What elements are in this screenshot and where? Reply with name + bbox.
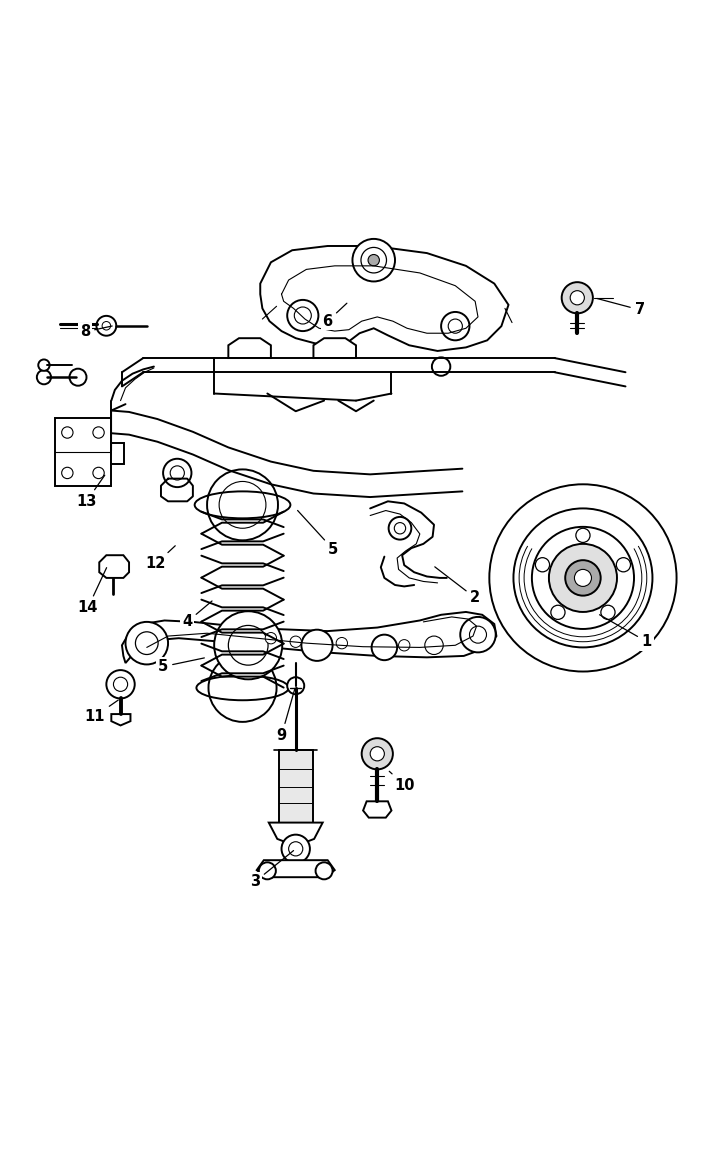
Text: 3: 3: [250, 851, 293, 889]
Text: 5: 5: [298, 510, 338, 557]
Circle shape: [535, 558, 550, 572]
Circle shape: [214, 611, 282, 680]
Text: 1: 1: [600, 614, 652, 649]
Circle shape: [93, 427, 104, 439]
Circle shape: [352, 239, 395, 282]
Circle shape: [370, 746, 384, 760]
Circle shape: [93, 467, 104, 479]
Text: 5: 5: [158, 658, 204, 674]
Polygon shape: [363, 801, 392, 818]
Polygon shape: [111, 443, 124, 464]
Text: 10: 10: [389, 771, 414, 792]
Circle shape: [576, 529, 590, 543]
Polygon shape: [257, 860, 335, 878]
Circle shape: [368, 255, 379, 266]
Circle shape: [290, 636, 301, 647]
Polygon shape: [229, 338, 271, 358]
Polygon shape: [278, 750, 313, 823]
Text: 9: 9: [276, 688, 295, 743]
Circle shape: [489, 484, 676, 672]
Circle shape: [399, 640, 410, 651]
Circle shape: [336, 638, 347, 649]
Text: 12: 12: [146, 545, 175, 571]
Circle shape: [106, 670, 135, 698]
Circle shape: [575, 570, 592, 586]
Circle shape: [460, 617, 496, 653]
Ellipse shape: [197, 675, 288, 701]
Polygon shape: [261, 246, 508, 351]
Circle shape: [565, 560, 601, 596]
Circle shape: [617, 558, 631, 572]
Circle shape: [301, 629, 333, 661]
Circle shape: [362, 738, 393, 770]
Circle shape: [287, 300, 318, 331]
Ellipse shape: [194, 491, 290, 518]
Circle shape: [281, 834, 310, 863]
Circle shape: [163, 459, 192, 487]
Polygon shape: [313, 338, 356, 358]
Circle shape: [551, 605, 565, 619]
Circle shape: [315, 862, 333, 880]
Circle shape: [259, 862, 276, 880]
Circle shape: [441, 312, 469, 340]
Polygon shape: [122, 612, 496, 663]
Circle shape: [287, 677, 304, 694]
Circle shape: [562, 282, 593, 314]
Circle shape: [601, 605, 615, 619]
Circle shape: [372, 634, 397, 660]
Text: 4: 4: [182, 601, 212, 629]
Polygon shape: [99, 556, 129, 578]
Circle shape: [125, 622, 168, 665]
Circle shape: [432, 357, 450, 376]
Text: 6: 6: [323, 303, 347, 329]
Circle shape: [265, 633, 276, 644]
Circle shape: [37, 370, 51, 384]
Text: 8: 8: [80, 324, 112, 339]
Circle shape: [361, 247, 387, 273]
Text: 2: 2: [435, 566, 480, 605]
Polygon shape: [111, 714, 130, 725]
Text: 11: 11: [85, 700, 118, 724]
Circle shape: [389, 517, 412, 539]
Text: 14: 14: [78, 567, 107, 615]
Circle shape: [70, 369, 86, 386]
Circle shape: [38, 359, 50, 371]
Circle shape: [96, 316, 116, 336]
Circle shape: [62, 467, 73, 479]
Text: 7: 7: [597, 298, 645, 317]
Circle shape: [62, 427, 73, 439]
Circle shape: [549, 544, 617, 612]
Polygon shape: [268, 823, 323, 846]
Text: 13: 13: [76, 475, 105, 509]
Polygon shape: [55, 419, 111, 486]
Circle shape: [570, 290, 585, 305]
